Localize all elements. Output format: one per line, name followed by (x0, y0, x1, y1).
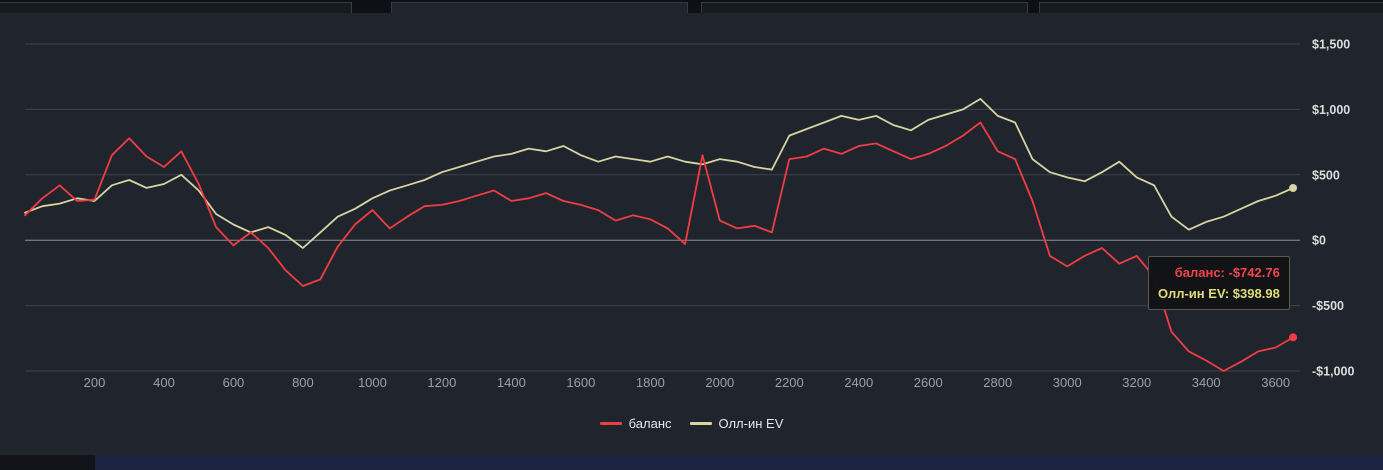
legend-item-ev[interactable]: Олл-ин EV (689, 416, 784, 431)
x-axis-label-600: 600 (223, 375, 245, 390)
balance-ev-line-chart[interactable]: $1,500 $1,000 $500 $0 -$500 -$1,000 200 400 600 8… (0, 13, 1383, 455)
x-axis-label-2800: 2800 (983, 375, 1012, 390)
x-axis-label-1200: 1200 (427, 375, 456, 390)
legend-item-balance[interactable]: баланс (599, 416, 672, 431)
tooltip-ev-value: Олл-ин EV: $398.98 (1158, 286, 1280, 301)
y-axis-label--500: -$500 (1312, 299, 1344, 313)
x-axis-label-1600: 1600 (566, 375, 595, 390)
series-line-ev (24, 98, 1294, 249)
report-tab-3[interactable] (701, 2, 1028, 13)
report-tab-2-active[interactable] (391, 2, 688, 13)
ev-legend-label: Олл-ин EV (718, 416, 784, 431)
series-end-marker-ev (1289, 184, 1298, 193)
y-axis-label-1500: $1,500 (1312, 38, 1350, 52)
x-axis-label-3200: 3200 (1122, 375, 1151, 390)
x-axis-label-3000: 3000 (1053, 375, 1082, 390)
x-axis-label-1400: 1400 (497, 375, 526, 390)
bottom-bar (95, 455, 1383, 470)
x-axis-label-1000: 1000 (358, 375, 387, 390)
y-axis-label-0: $0 (1312, 234, 1326, 248)
tooltip-balance-value: баланс: -$742.76 (1174, 265, 1280, 280)
report-tab-1[interactable] (0, 2, 352, 13)
balance-legend-label: баланс (628, 416, 672, 431)
chart-panel: $1,500 $1,000 $500 $0 -$500 -$1,000 200 400 600 8… (0, 13, 1383, 455)
report-tab-4[interactable] (1039, 2, 1383, 13)
x-axis-label-3400: 3400 (1192, 375, 1221, 390)
tab-bar (0, 0, 1383, 13)
y-axis-label-1000: $1,000 (1312, 103, 1350, 117)
chart-tooltip: баланс: -$742.76 Олл-ин EV: $398.98 (1148, 256, 1290, 310)
series-end-marker-balance (1289, 333, 1298, 342)
x-axis-label-2400: 2400 (844, 375, 873, 390)
balance-line-swatch (599, 422, 622, 425)
x-axis-label-2000: 2000 (705, 375, 734, 390)
x-axis-label-800: 800 (292, 375, 314, 390)
x-axis-label-400: 400 (153, 375, 175, 390)
y-axis-label--1000: -$1,000 (1312, 365, 1354, 379)
y-axis-label-500: $500 (1312, 168, 1340, 182)
x-axis-label-2200: 2200 (775, 375, 804, 390)
series-line-balance (24, 121, 1294, 372)
x-axis-label-2600: 2600 (914, 375, 943, 390)
x-axis-label-200: 200 (84, 375, 106, 390)
ev-line-swatch (689, 422, 712, 425)
x-axis-label-3600: 3600 (1261, 375, 1290, 390)
chart-legend: баланс Олл-ин EV (0, 416, 1383, 431)
x-axis-label-1800: 1800 (636, 375, 665, 390)
